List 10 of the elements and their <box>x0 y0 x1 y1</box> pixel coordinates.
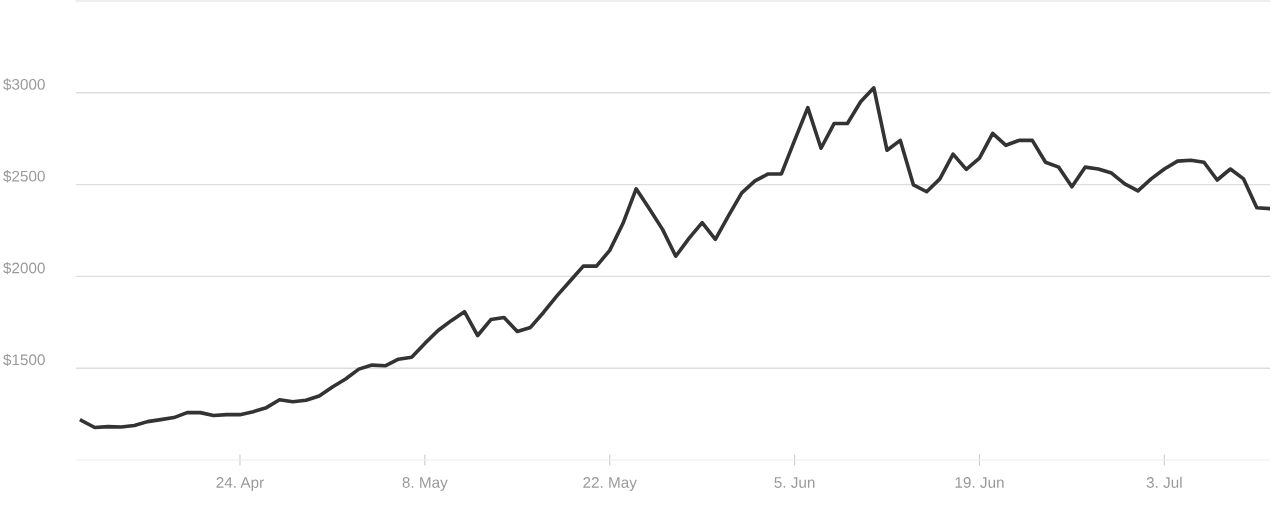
y-tick-label: $2000 <box>3 261 45 275</box>
x-tick-label: 19. Jun <box>955 477 1004 488</box>
x-tick-label: 8. May <box>402 477 448 491</box>
y-tick-label: $2500 <box>3 170 45 183</box>
y-tick-label: $3000 <box>3 78 45 91</box>
x-tick-label: 22. May <box>583 477 637 491</box>
x-tick-label: 24. Apr <box>216 477 264 491</box>
x-tick-label: 5. Jun <box>774 477 815 488</box>
y-tick-label: $1500 <box>3 353 45 367</box>
x-tick-label: 3. Jul <box>1146 476 1182 488</box>
